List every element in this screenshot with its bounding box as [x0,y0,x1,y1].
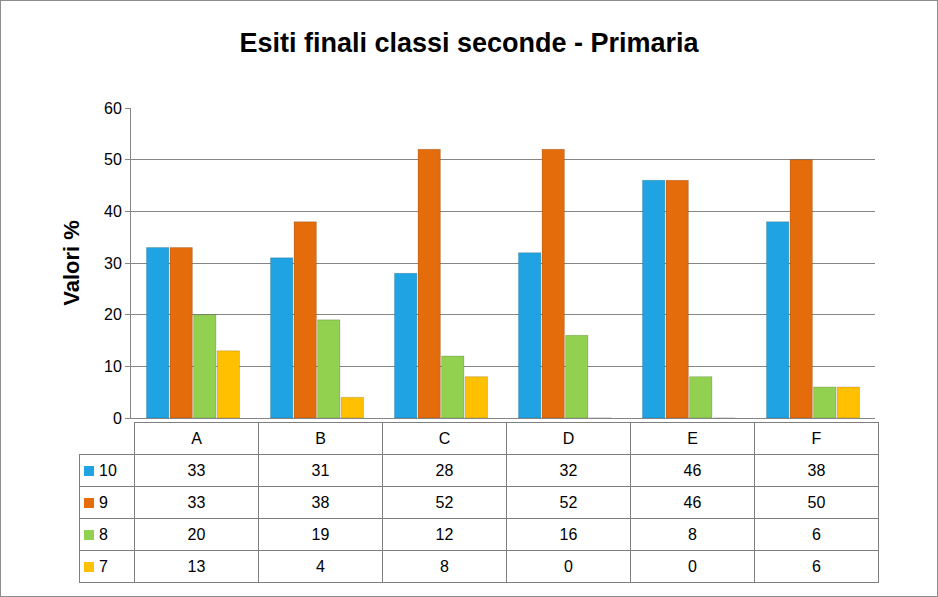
html-text:19: 19 [311,525,330,543]
html-text:12: 12 [435,525,454,543]
html-text:13: 13 [187,557,206,575]
svg-text:60: 60 [104,100,122,117]
svg-text:40: 40 [104,203,122,220]
svg-text:30: 30 [104,255,122,272]
html-text:F: F [811,429,822,447]
svg-text:10: 10 [104,358,122,375]
html-text:0: 0 [688,557,697,575]
html-text:50: 50 [807,493,826,511]
html-text:8: 8 [440,557,449,575]
html-text:28: 28 [435,461,454,479]
html-text:32: 32 [559,461,578,479]
html-text:7: 7 [99,557,108,575]
svg-text:20: 20 [104,306,122,323]
html-text:16: 16 [559,525,578,543]
html-text:B: B [315,429,326,447]
html-text:46: 46 [683,461,702,479]
html-text:6: 6 [812,525,821,543]
html-text:D: D [562,429,575,447]
html-text:38: 38 [807,461,826,479]
html-text:E: E [687,429,698,447]
html-text:8: 8 [688,525,697,543]
html-text:4: 4 [316,557,325,575]
html-text:52: 52 [435,493,454,511]
html-text:0: 0 [564,557,573,575]
html-text:A: A [191,429,202,447]
html-text:6: 6 [812,557,821,575]
svg-text:Valori %: Valori % [59,220,84,306]
html-text:9: 9 [99,493,108,511]
html-text:20: 20 [187,525,206,543]
html-text:38: 38 [311,493,330,511]
html-text:52: 52 [559,493,578,511]
svg-text:Esiti finali classi seconde -: Esiti finali classi seconde - Primaria [239,28,699,58]
html-text:46: 46 [683,493,702,511]
html-text:10: 10 [99,461,117,479]
svg-text:0: 0 [113,410,122,427]
svg-text:50: 50 [104,151,122,168]
html-text:33: 33 [187,461,206,479]
html-text:33: 33 [187,493,206,511]
html-text:C: C [438,429,451,447]
html-text:8: 8 [99,525,108,543]
html-text:31: 31 [311,461,330,479]
